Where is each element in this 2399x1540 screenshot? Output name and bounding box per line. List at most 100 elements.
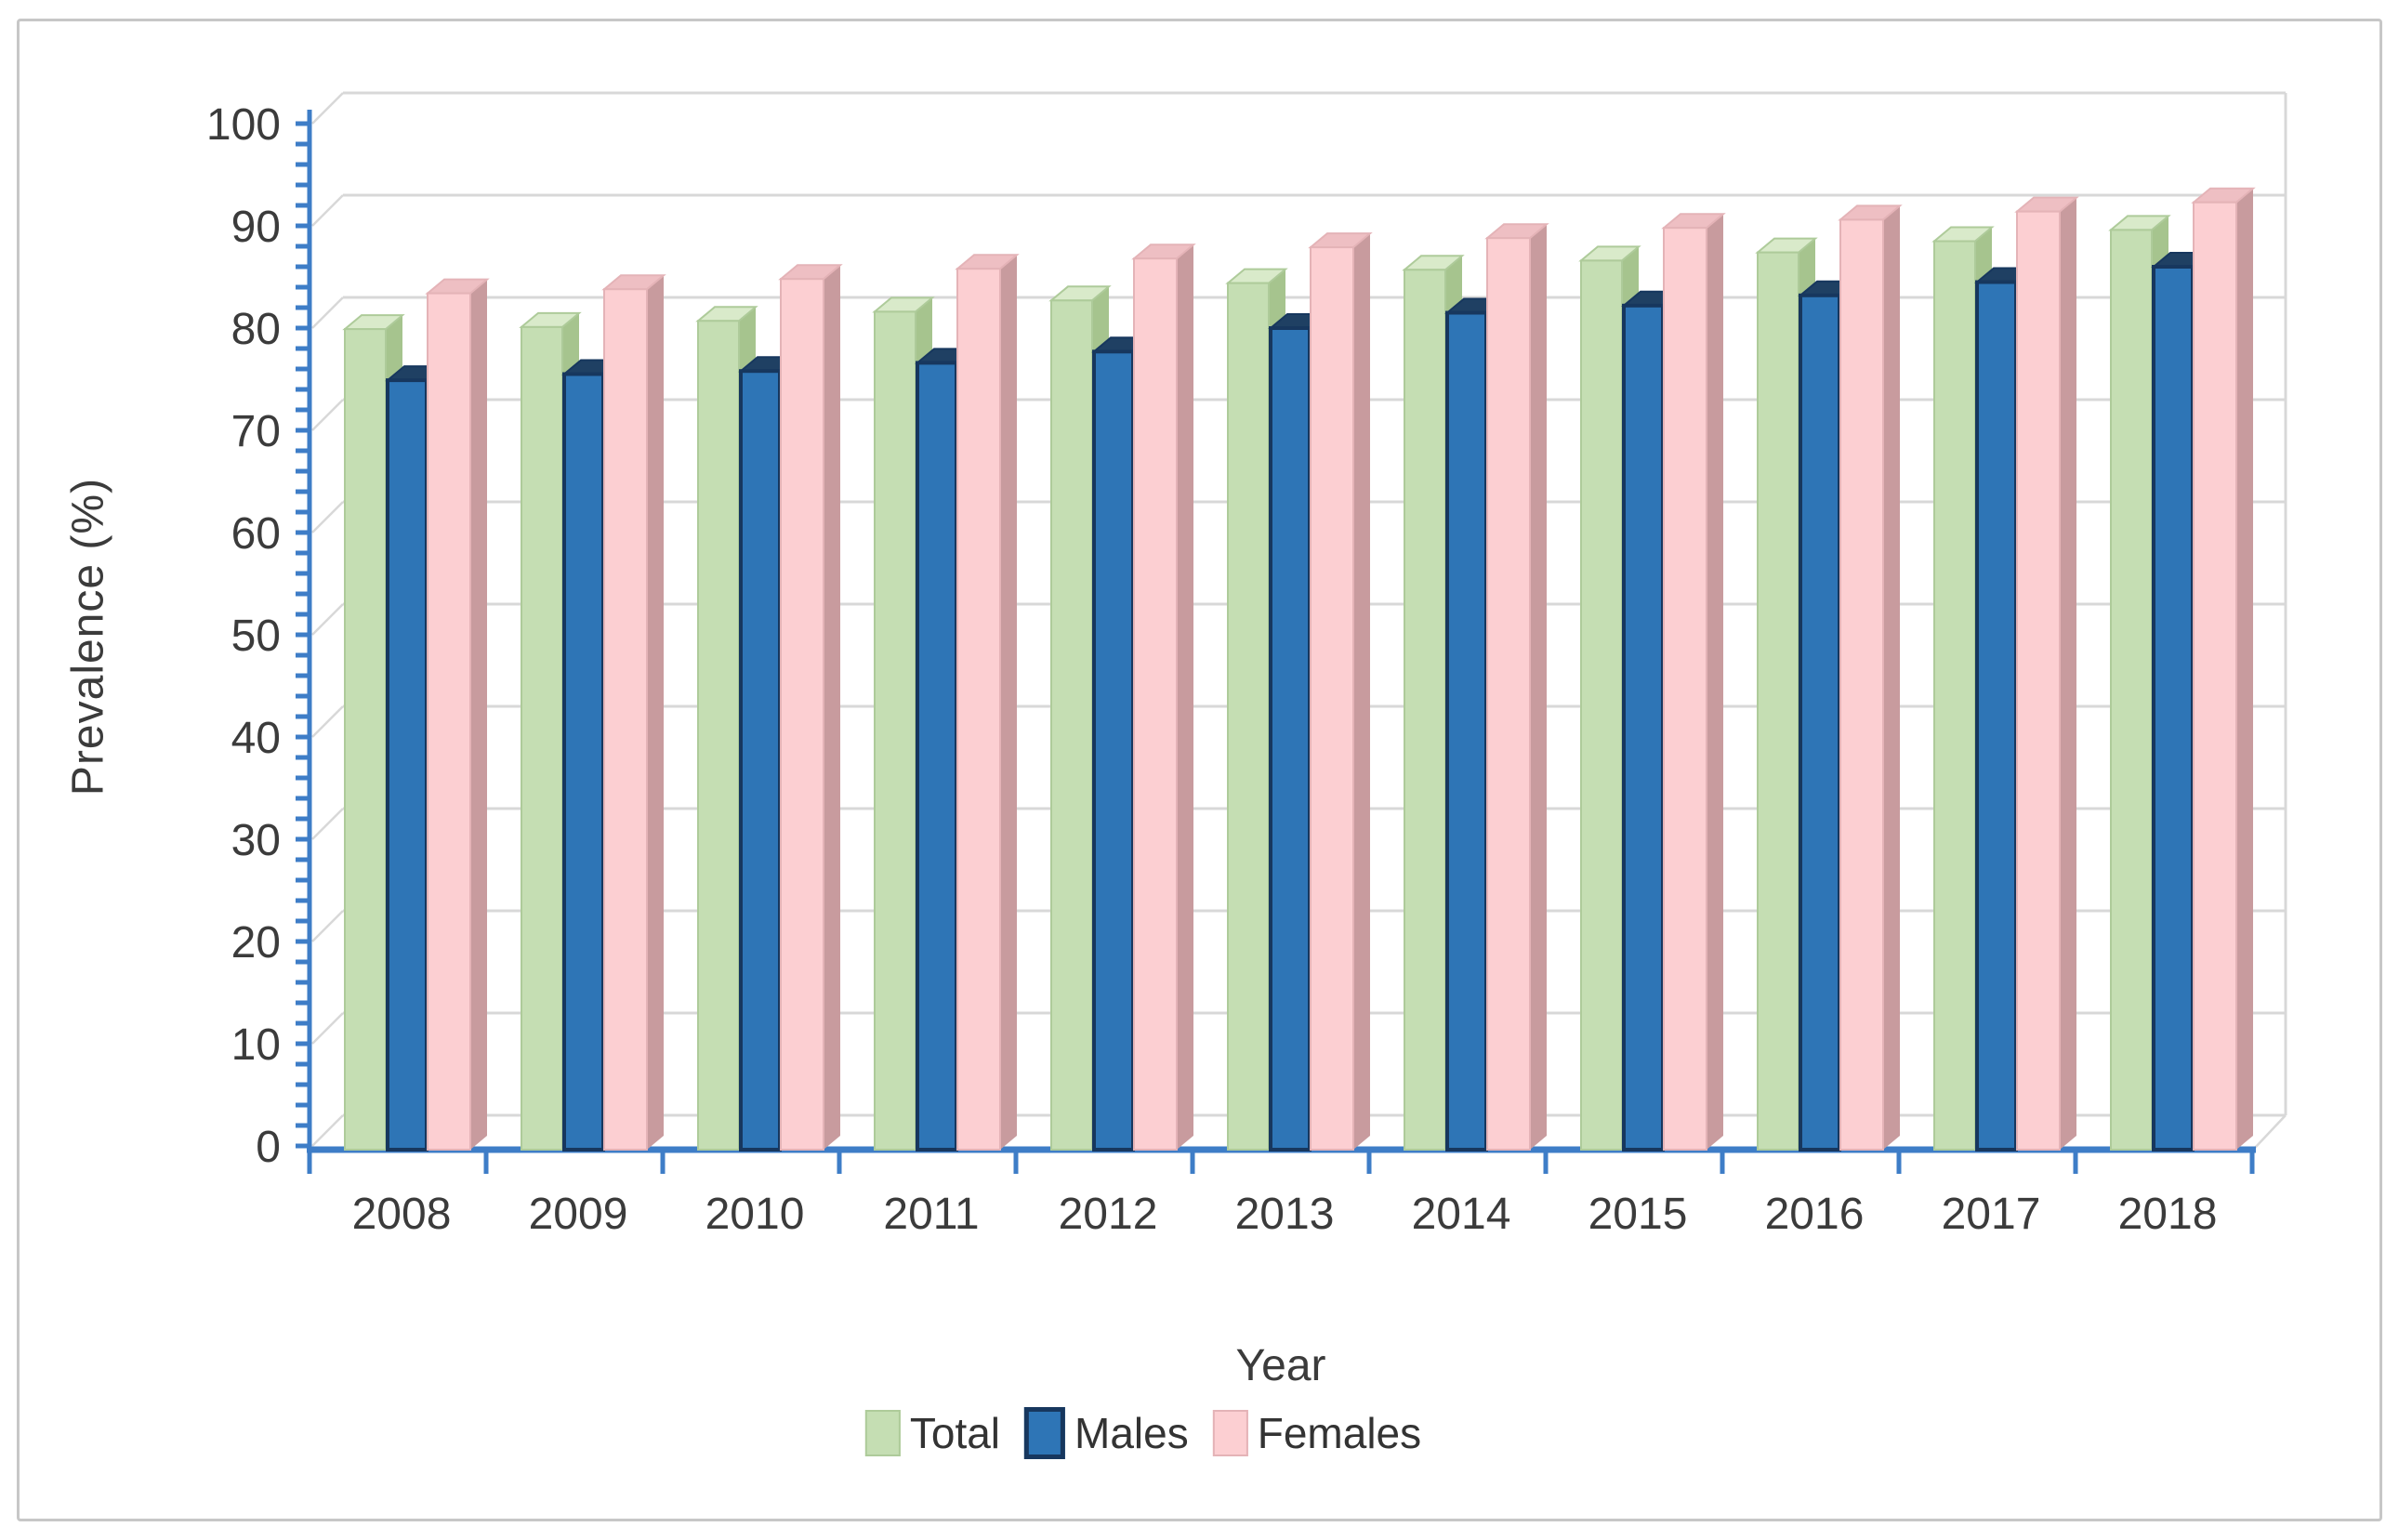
- bar-front-face: [1310, 246, 1354, 1152]
- bar-front-face: [1799, 293, 1841, 1152]
- bar-front-face: [1092, 349, 1135, 1152]
- bar-side-face: [2236, 188, 2253, 1151]
- bar-side-face: [1177, 244, 1193, 1150]
- females-series-swatch: [1212, 1410, 1248, 1456]
- gridline-bend-80: [311, 296, 344, 329]
- bar-front-face: [874, 310, 916, 1151]
- legend-label-males: Males: [1074, 1409, 1189, 1457]
- y-tick-label-50: 50: [231, 612, 281, 661]
- gridline-bend-90: [311, 194, 344, 227]
- side-wall-bend: [2254, 1114, 2287, 1149]
- y-axis-title: Prevalence (%): [63, 477, 113, 796]
- x-category-label-2016: 2016: [1765, 1190, 1865, 1239]
- gridline-bend-30: [311, 808, 344, 840]
- x-category-label-2012: 2012: [1059, 1190, 1158, 1239]
- gridline-bend-50: [311, 603, 344, 636]
- bar-front-face: [1269, 326, 1312, 1152]
- gridline-bend-70: [311, 399, 344, 431]
- legend-item-total: Total: [864, 1408, 1001, 1458]
- y-tick-label-0: 0: [256, 1123, 281, 1172]
- bar-front-face: [562, 372, 605, 1152]
- bar-side-face: [1883, 205, 1900, 1150]
- x-category-label-2010: 2010: [705, 1190, 805, 1239]
- x-category-label-2017: 2017: [1942, 1190, 2041, 1239]
- gridline-bend-100: [311, 92, 344, 125]
- bar-females-2012: [1131, 244, 1196, 1151]
- bar-side-face: [1707, 214, 1723, 1150]
- bar-front-face: [2110, 229, 2153, 1151]
- bar-front-face: [697, 320, 740, 1151]
- legend-label-total: Total: [909, 1409, 1001, 1457]
- bar-front-face: [1404, 269, 1446, 1151]
- bar-front-face: [1933, 240, 1976, 1151]
- bar-front-face: [2016, 210, 2061, 1152]
- bar-females-2013: [1308, 232, 1373, 1152]
- y-tick-label-10: 10: [231, 1020, 281, 1070]
- y-tick-label-90: 90: [231, 203, 281, 252]
- bar-females-2011: [955, 254, 1020, 1151]
- bar-females-2009: [601, 274, 666, 1151]
- bar-side-face: [1000, 255, 1017, 1150]
- y-tick-label-100: 100: [206, 100, 281, 150]
- gridline-bend-20: [311, 910, 344, 942]
- bar-females-2015: [1661, 213, 1726, 1151]
- y-tick-label-60: 60: [231, 509, 281, 559]
- gridline-bend-10: [311, 1012, 344, 1045]
- bar-front-face: [521, 325, 563, 1151]
- legend-item-females: Females: [1212, 1408, 1422, 1458]
- y-tick-label-40: 40: [231, 714, 281, 763]
- y-tick-label-30: 30: [231, 816, 281, 865]
- bar-females-2010: [778, 264, 843, 1151]
- bar-front-face: [2152, 265, 2195, 1152]
- total-series-swatch: [864, 1410, 901, 1456]
- bar-side-face: [647, 275, 664, 1150]
- bar-front-face: [386, 378, 428, 1152]
- bar-side-face: [2060, 197, 2076, 1151]
- bar-front-face: [1486, 237, 1531, 1151]
- x-category-label-2018: 2018: [2118, 1190, 2218, 1239]
- males-series-swatch: [1024, 1407, 1066, 1459]
- bar-front-face: [603, 288, 648, 1151]
- bar-front-face: [739, 369, 782, 1152]
- bar-front-face: [780, 278, 824, 1151]
- x-category-label-2009: 2009: [529, 1190, 628, 1239]
- x-category-label-2008: 2008: [352, 1190, 452, 1239]
- bar-side-face: [470, 279, 487, 1151]
- bar-front-face: [1445, 310, 1488, 1152]
- legend-label-females: Females: [1257, 1409, 1422, 1457]
- chart-legend: Total Males Females: [864, 1407, 1422, 1459]
- bar-side-face: [824, 265, 840, 1150]
- bar-front-face: [1622, 303, 1665, 1152]
- legend-item-males: Males: [1024, 1407, 1189, 1459]
- bar-front-face: [956, 268, 1001, 1151]
- y-tick-label-20: 20: [231, 918, 281, 967]
- bar-front-face: [1663, 227, 1707, 1151]
- bar-front-face: [344, 328, 387, 1152]
- bar-front-face: [2193, 201, 2237, 1151]
- bar-females-2017: [2014, 196, 2079, 1152]
- bar-front-face: [427, 292, 471, 1152]
- bar-front-face: [1757, 251, 1799, 1152]
- bar-front-face: [1133, 257, 1178, 1151]
- x-axis-title: Year: [1235, 1341, 1326, 1390]
- x-category-label-2014: 2014: [1412, 1190, 1511, 1239]
- bar-side-face: [1530, 224, 1547, 1150]
- bar-front-face: [1050, 299, 1093, 1151]
- bar-females-2014: [1484, 223, 1549, 1151]
- bar-females-2018: [2191, 187, 2256, 1151]
- bar-side-face: [1353, 233, 1370, 1151]
- y-tick-label-70: 70: [231, 407, 281, 456]
- bar-females-2016: [1838, 204, 1903, 1151]
- gridline-bend-0: [311, 1114, 344, 1147]
- bar-females-2008: [425, 278, 490, 1152]
- gridline-bend-40: [311, 705, 344, 738]
- bar-front-face: [1227, 282, 1270, 1152]
- bar-front-face: [916, 361, 958, 1152]
- y-tick-label-80: 80: [231, 305, 281, 354]
- bar-front-face: [1580, 259, 1623, 1151]
- bar-front-face: [1839, 218, 1884, 1151]
- x-category-label-2011: 2011: [883, 1190, 979, 1239]
- x-category-label-2015: 2015: [1588, 1190, 1688, 1239]
